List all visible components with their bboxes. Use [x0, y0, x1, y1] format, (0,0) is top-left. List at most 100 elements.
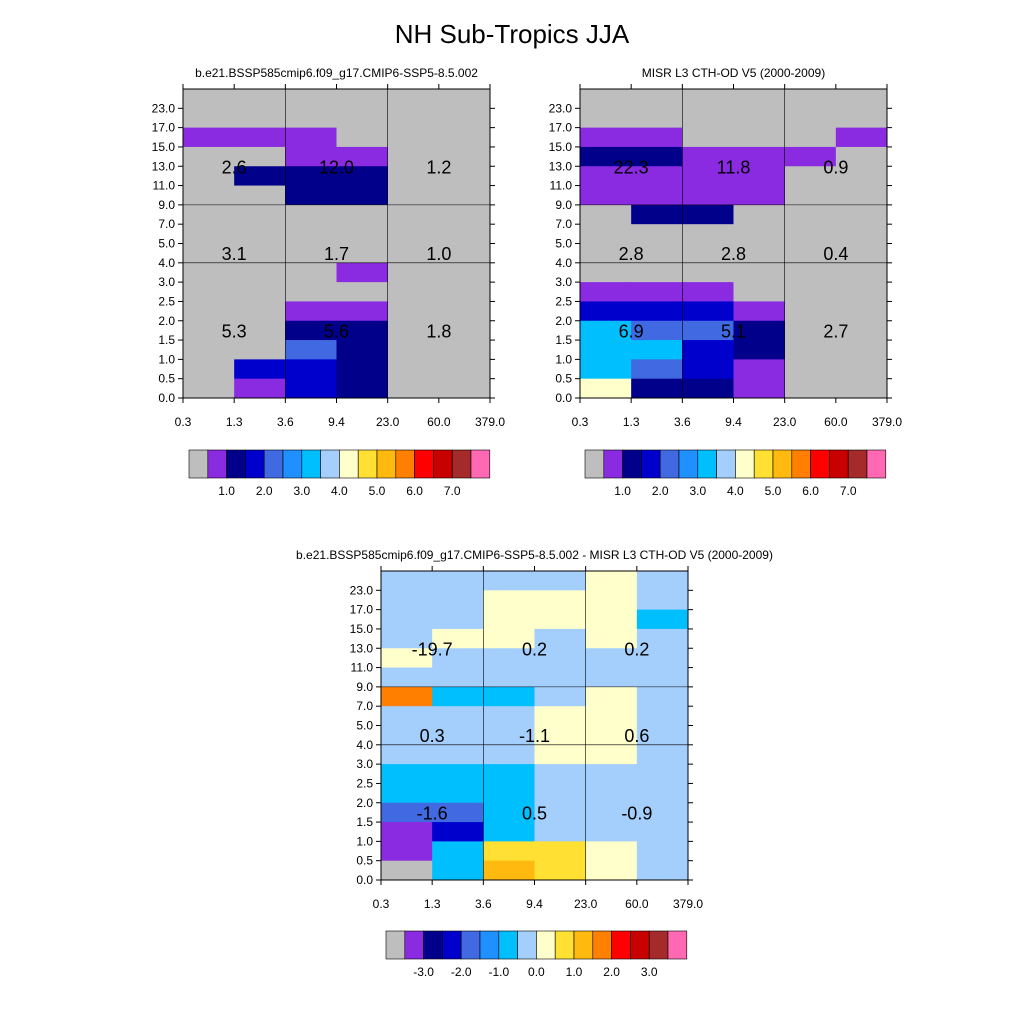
colorbar-swatch — [573, 930, 594, 960]
heatmap-cell — [381, 571, 433, 591]
x-tick-label: 0.3 — [175, 415, 192, 429]
value-label: 2.7 — [823, 321, 848, 341]
colorbar-swatch — [395, 449, 415, 479]
colorbar-swatch — [584, 449, 605, 479]
heatmap-cell — [636, 744, 689, 765]
colorbar-swatch — [659, 449, 680, 479]
y-tick-label: 1.5 — [158, 333, 175, 347]
heatmap-cell — [336, 224, 389, 244]
heatmap-cell — [784, 359, 837, 380]
colorbar-label: 4.0 — [331, 484, 348, 498]
heatmap-cell — [381, 822, 433, 842]
heatmap-cell — [733, 301, 786, 322]
heatmap-cell — [183, 166, 235, 186]
y-tick-label: 23.0 — [549, 101, 573, 115]
heatmap-cell — [234, 301, 286, 322]
colorbar-swatch — [667, 930, 688, 960]
x-tick-label: 379.0 — [673, 897, 703, 911]
heatmap-cell — [381, 860, 433, 881]
heatmap-cell — [534, 744, 587, 765]
heatmap-cell — [183, 359, 235, 380]
heatmap-cell — [285, 146, 337, 167]
heatmap-cell — [438, 146, 491, 167]
heatmap-cell — [234, 108, 286, 129]
heatmap-cell — [285, 185, 337, 206]
value-label: 2.8 — [619, 244, 644, 264]
heatmap-cell — [234, 359, 286, 380]
heatmap-cell — [387, 301, 440, 322]
heatmap-cell — [432, 725, 484, 746]
heatmap-cell — [234, 146, 286, 167]
heatmap-cell — [835, 262, 888, 283]
heatmap-cell — [432, 609, 484, 630]
heatmap-cell — [381, 841, 433, 862]
colorbar-swatch — [735, 449, 755, 479]
heatmap-cell — [682, 224, 734, 244]
colorbar-label: 3.0 — [641, 965, 658, 979]
heatmap-cell — [585, 609, 638, 630]
y-tick-label: 13.0 — [152, 159, 176, 173]
heatmap-cell — [387, 89, 440, 109]
heatmap-cell — [336, 185, 389, 206]
colorbar-label: 0.0 — [528, 965, 545, 979]
heatmap-cell — [636, 841, 689, 862]
heatmap-cell — [432, 686, 484, 707]
heatmap-cell — [183, 146, 235, 167]
heatmap-cell — [580, 224, 632, 244]
heatmap-cell — [631, 185, 683, 206]
heatmap-cell — [483, 686, 535, 707]
heatmap-cell — [580, 127, 632, 148]
heatmap-cell — [234, 204, 286, 225]
heatmap-cell — [682, 166, 734, 186]
heatmap-cell — [285, 262, 337, 283]
heatmap-cell — [483, 725, 535, 746]
value-label: 0.2 — [624, 639, 649, 659]
heatmap-cell — [183, 204, 235, 225]
heatmap-cell — [285, 166, 337, 186]
heatmap-cell — [631, 378, 683, 399]
value-label: 1.7 — [324, 244, 349, 264]
colorbar-label: -2.0 — [451, 965, 472, 979]
heatmap-cell — [784, 262, 837, 283]
heatmap-cell — [733, 340, 786, 360]
y-tick-label: 17.0 — [152, 121, 176, 135]
heatmap-cell — [585, 783, 638, 804]
heatmap-cell — [285, 243, 337, 264]
heatmap-cell — [336, 243, 389, 264]
heatmap-cell — [234, 282, 286, 302]
y-tick-label: 9.0 — [356, 680, 373, 694]
colorbar-swatch — [414, 449, 434, 479]
heatmap-cell — [534, 706, 587, 726]
y-tick-label: 1.5 — [555, 333, 572, 347]
heatmap-cell — [784, 166, 837, 186]
heatmap-cell — [387, 378, 440, 399]
x-tick-label: 23.0 — [376, 415, 400, 429]
heatmap-cell — [234, 224, 286, 244]
y-tick-label: 15.0 — [152, 140, 176, 154]
colorbar-label: -3.0 — [413, 965, 434, 979]
heatmap-cell — [432, 764, 484, 784]
colorbar-swatch — [282, 449, 303, 479]
colorbar-swatch — [376, 449, 397, 479]
heatmap-cell — [336, 320, 389, 341]
y-tick-label: 7.0 — [356, 699, 373, 713]
y-tick-label: 17.0 — [549, 121, 573, 135]
x-tick-label: 23.0 — [574, 897, 598, 911]
colorbar-swatch — [753, 449, 774, 479]
heatmap-cell — [432, 802, 484, 823]
x-tick-label: 0.3 — [373, 897, 390, 911]
colorbar: 1.0 2.0 3.0 4.0 5.0 6.0 7.0 — [584, 449, 887, 498]
value-label: 5.3 — [222, 321, 247, 341]
heatmap-cell — [387, 224, 440, 244]
colorbar-swatch — [451, 449, 472, 479]
colorbar-label: 2.0 — [652, 484, 669, 498]
heatmap-cell — [387, 185, 440, 206]
heatmap-cell — [682, 204, 734, 225]
colorbar-label: 2.0 — [256, 484, 273, 498]
value-label: 11.8 — [717, 157, 751, 177]
heatmap-cell — [733, 89, 786, 109]
heatmap-cell — [733, 108, 786, 129]
heatmap-cell — [682, 127, 734, 148]
heatmap-cell — [682, 89, 734, 109]
colorbar-label: 7.0 — [444, 484, 461, 498]
